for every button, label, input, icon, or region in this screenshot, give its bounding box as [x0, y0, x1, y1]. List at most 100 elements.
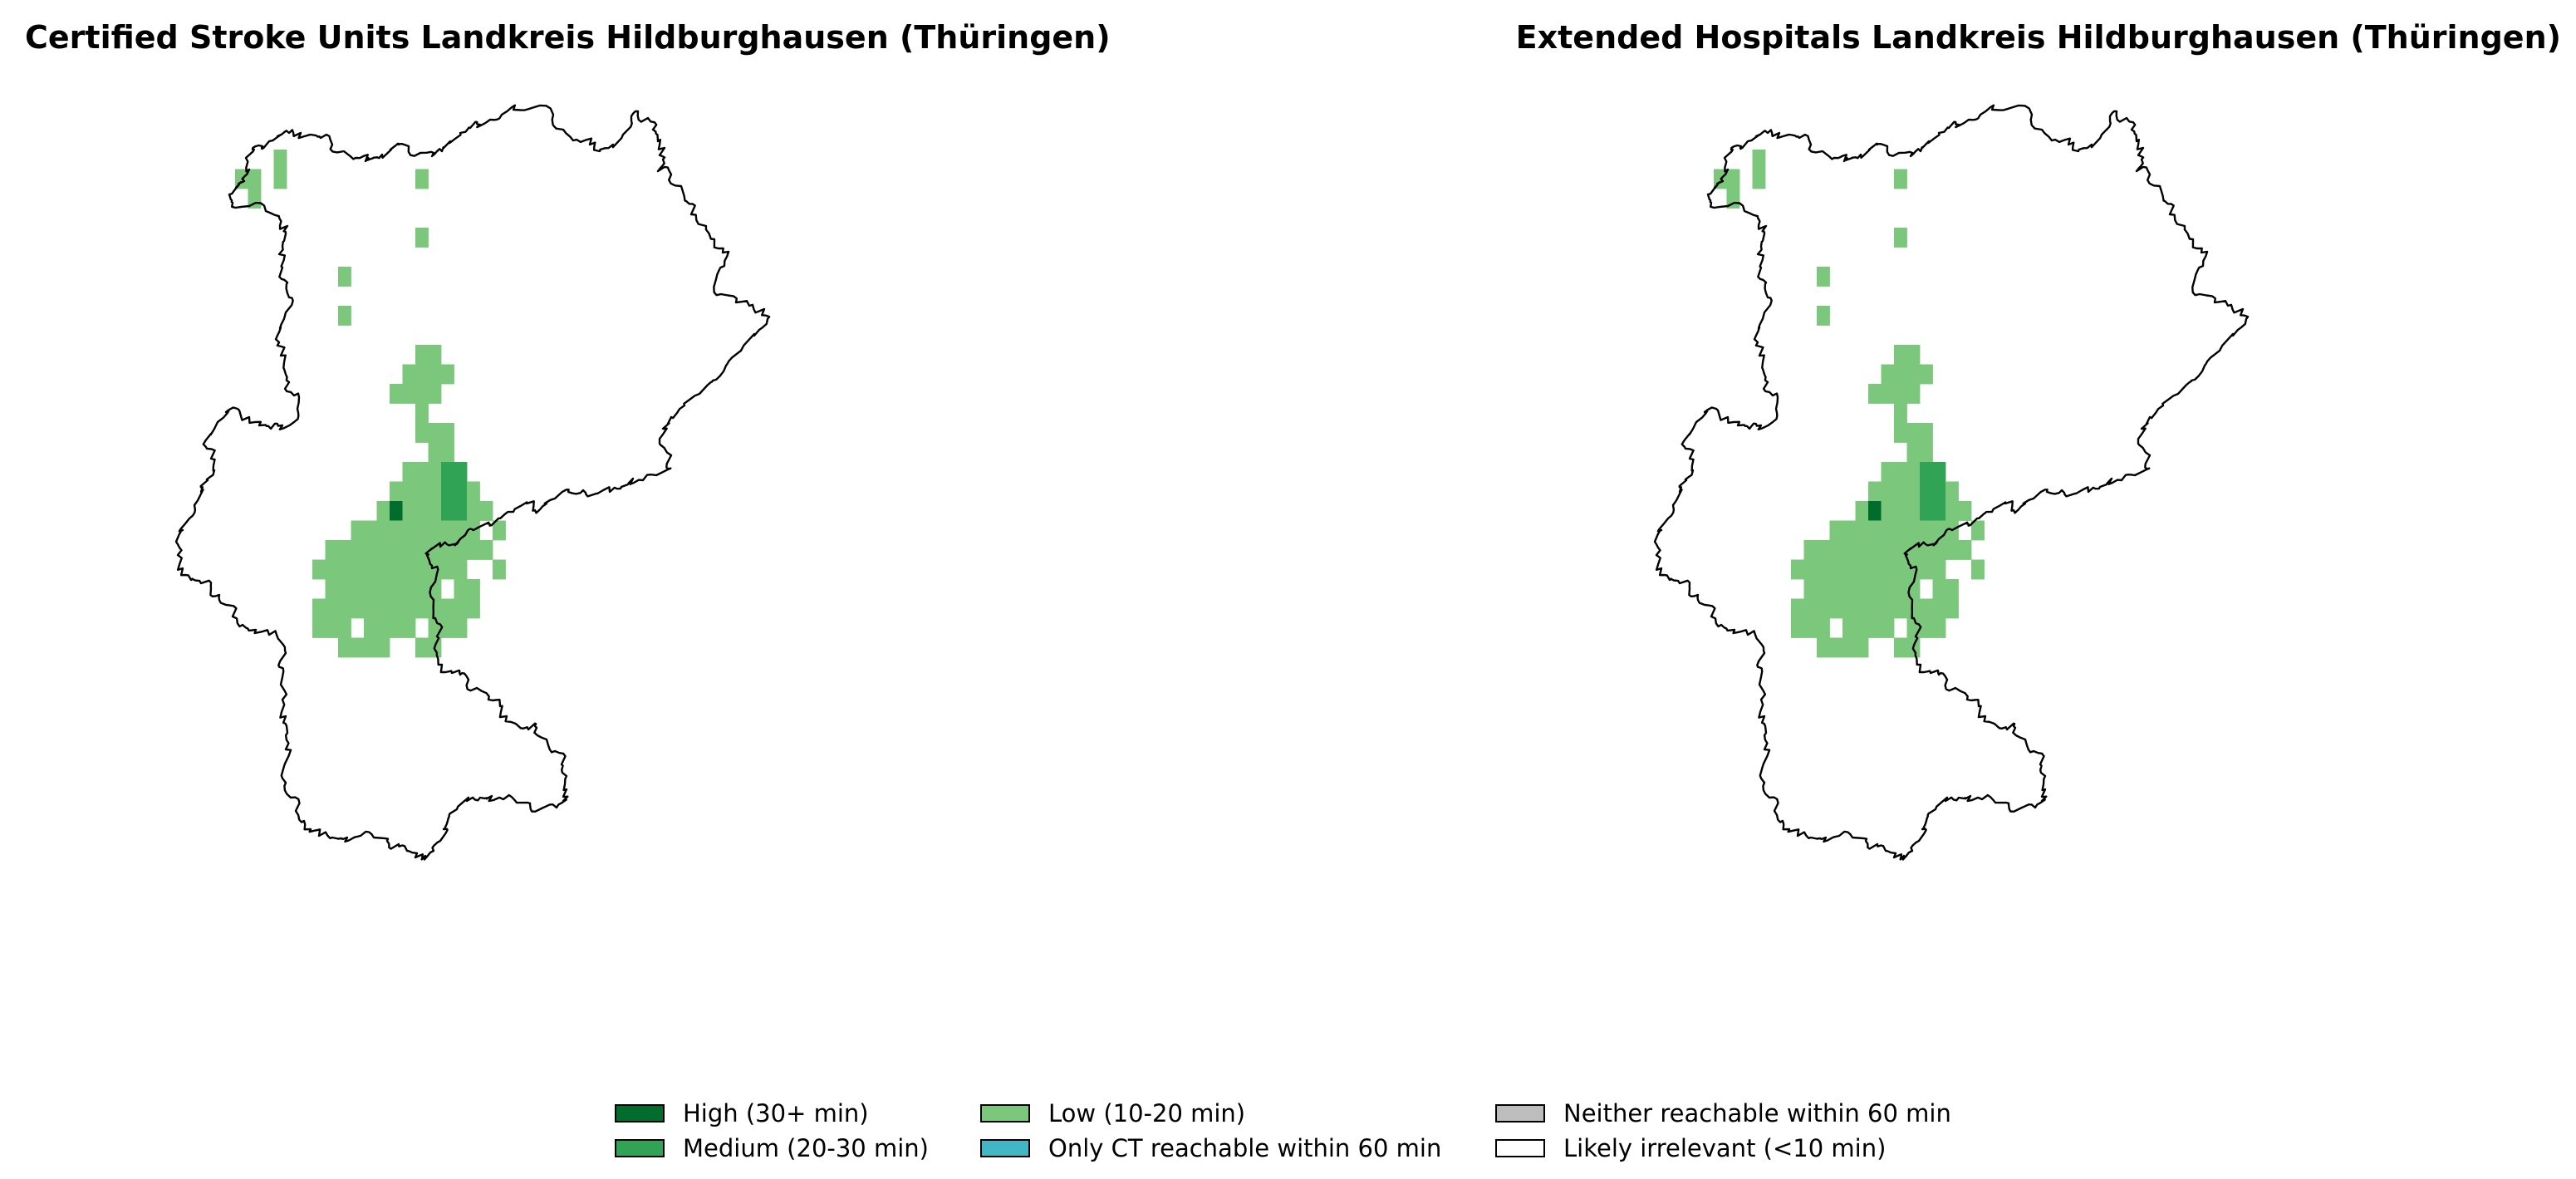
low-cell: [415, 559, 429, 580]
low-cell: [390, 618, 403, 638]
low-cell: [1842, 579, 1856, 599]
legend-item-medium: Medium (20-30 min): [615, 1132, 929, 1165]
low-cell: [1817, 540, 1830, 560]
legend-label-high: High (30+ min): [683, 1099, 869, 1127]
low-cell: [493, 559, 506, 580]
low-cell: [402, 481, 416, 502]
low-cell: [1817, 579, 1830, 599]
low-cell: [1881, 462, 1895, 482]
low-cell: [1945, 540, 1959, 560]
low-cell: [312, 598, 326, 619]
low-cell: [415, 598, 429, 619]
low-cell: [390, 540, 403, 560]
legend-label-medium: Medium (20-30 min): [683, 1134, 929, 1162]
low-cell: [1906, 481, 1921, 502]
low-cell: [441, 423, 454, 443]
low-cell: [1881, 559, 1895, 580]
low-cell: [428, 520, 442, 541]
low-cell: [1842, 637, 1856, 658]
map-title-right: Extended Hospitals Landkreis Hildburghau…: [1515, 19, 2561, 56]
low-cell: [1803, 598, 1818, 619]
low-cell: [441, 364, 454, 385]
low-cell: [1842, 598, 1856, 619]
legend-item-low: Low (10-20 min): [980, 1097, 1245, 1130]
low-cell: [1945, 598, 1959, 619]
low-cell: [1894, 598, 1907, 619]
low-cell: [351, 559, 365, 580]
medium-cell: [1920, 501, 1933, 521]
low-cell: [441, 598, 454, 619]
low-cell: [415, 462, 429, 482]
low-cell: [1868, 520, 1882, 541]
low-cell: [1752, 150, 1766, 169]
low-cell: [1829, 598, 1843, 619]
low-cell: [1791, 559, 1804, 580]
legend-label-neither: Neither reachable within 60 min: [1563, 1099, 1951, 1127]
legend-swatch-neither: [1495, 1104, 1545, 1123]
low-cell: [338, 637, 351, 658]
low-cell: [441, 442, 454, 463]
low-cell: [1817, 306, 1830, 326]
medium-cell: [441, 462, 454, 482]
low-cell: [1868, 384, 1882, 404]
low-cell: [1920, 364, 1933, 385]
low-cell: [415, 228, 429, 248]
low-cell: [402, 540, 416, 560]
low-cell: [1932, 618, 1946, 638]
low-cell: [376, 637, 390, 658]
low-cell: [402, 384, 416, 404]
low-cell: [1906, 345, 1921, 365]
low-cell: [1855, 520, 1869, 541]
low-cell: [390, 520, 403, 541]
low-cell: [351, 520, 365, 541]
low-cell: [1894, 520, 1907, 541]
low-cell: [338, 598, 351, 619]
low-cell: [493, 520, 506, 541]
low-cell: [1894, 481, 1907, 502]
low-cell: [1906, 364, 1921, 385]
low-cell: [428, 598, 442, 619]
low-cell: [1829, 520, 1843, 541]
low-cell: [467, 501, 480, 521]
low-cell: [364, 559, 377, 580]
low-cell: [402, 598, 416, 619]
reachability-cells: [1714, 150, 1985, 658]
low-cell: [428, 423, 442, 443]
medium-cell: [454, 501, 468, 521]
low-cell: [428, 384, 442, 404]
low-cell: [479, 540, 493, 560]
low-cell: [402, 618, 416, 638]
low-cell: [1906, 423, 1921, 443]
low-cell: [1894, 559, 1907, 580]
low-cell: [338, 306, 351, 326]
medium-cell: [1932, 462, 1946, 482]
low-cell: [1855, 598, 1869, 619]
low-cell: [1906, 618, 1921, 638]
low-cell: [441, 559, 454, 580]
low-cell: [390, 579, 403, 599]
low-cell: [467, 579, 480, 599]
legend: High (30+ min) Medium (20-30 min) Low (1…: [615, 1097, 1977, 1172]
low-cell: [467, 481, 480, 502]
low-cell: [428, 364, 442, 385]
low-cell: [1932, 559, 1946, 580]
low-cell: [415, 481, 429, 502]
low-cell: [1817, 637, 1830, 658]
low-cell: [1881, 598, 1895, 619]
low-cell: [467, 598, 480, 619]
low-cell: [1881, 618, 1895, 638]
low-cell: [376, 520, 390, 541]
low-cell: [351, 579, 365, 599]
low-cell: [1906, 579, 1921, 599]
low-cell: [1881, 579, 1895, 599]
low-cell: [415, 637, 429, 658]
low-cell: [454, 559, 468, 580]
low-cell: [1894, 462, 1907, 482]
low-cell: [1855, 559, 1869, 580]
low-cell: [273, 169, 287, 189]
low-cell: [1817, 559, 1830, 580]
low-cell: [1868, 540, 1882, 560]
low-cell: [1894, 384, 1907, 404]
legend-swatch-only-ct: [980, 1139, 1030, 1157]
low-cell: [402, 559, 416, 580]
